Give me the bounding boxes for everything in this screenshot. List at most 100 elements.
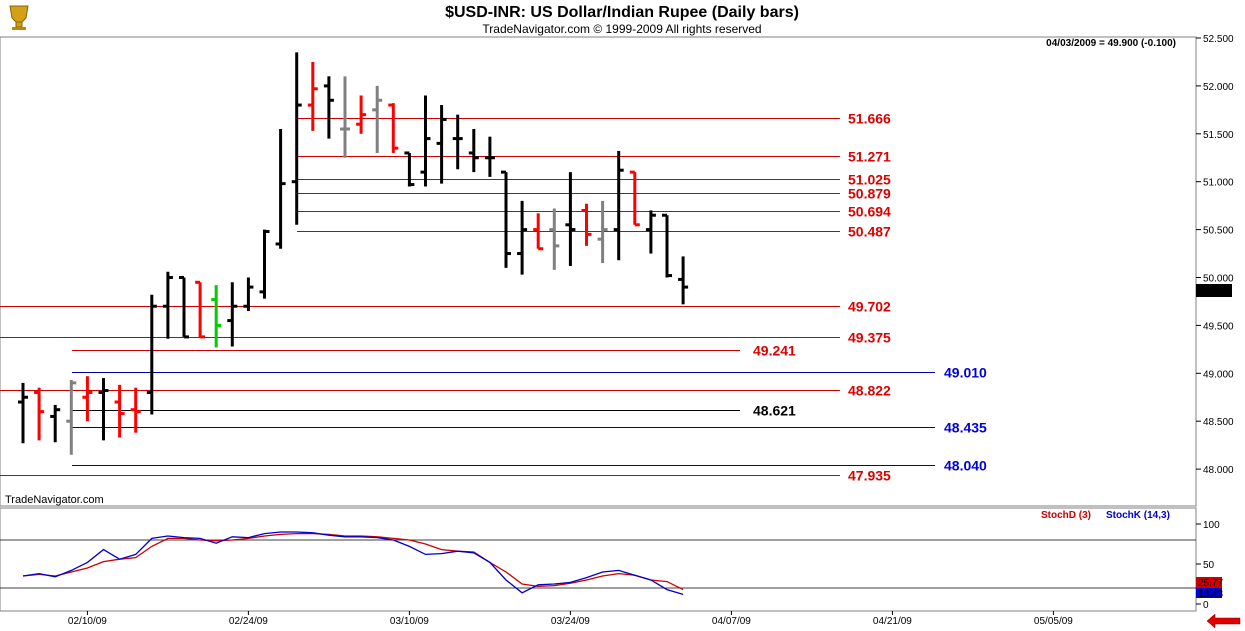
price-tick-label: 52.000 (1203, 82, 1234, 93)
ohlc-bar (227, 282, 238, 347)
stochk-last-label: 13.43 (1198, 589, 1223, 600)
ohlc-bar (307, 61, 318, 131)
stoch-tick-label: 50 (1203, 560, 1215, 571)
red-arrow-left-icon[interactable] (1206, 613, 1241, 629)
ohlc-bar (629, 170, 640, 227)
ohlc-bar (388, 103, 399, 153)
ohlc-bar (34, 387, 45, 441)
date-tick-label: 05/05/09 (1034, 616, 1073, 627)
date-tick-label: 02/10/09 (68, 616, 107, 627)
ohlc-bar (114, 384, 125, 438)
level-label: 49.375 (848, 330, 891, 346)
stochastic-axis: 100 50 0 (1196, 520, 1220, 611)
price-tick-label: 48.000 (1203, 465, 1234, 476)
ohlc-bar (162, 271, 173, 339)
ohlc-bar (18, 382, 28, 444)
stochk-legend: StochK (14,3) (1106, 510, 1170, 521)
level-label: 51.666 (848, 111, 891, 127)
ohlc-bar (259, 229, 270, 299)
ohlc-bar (98, 378, 109, 441)
date-tick-label: 04/07/09 (712, 616, 751, 627)
stoch-tick-label: 0 (1203, 600, 1209, 611)
stochd-legend: StochD (3) (1041, 510, 1091, 521)
ohlc-bar (613, 151, 624, 261)
ohlc-bar (662, 213, 672, 278)
ohlc-bar (484, 136, 495, 177)
price-tick-label: 51.500 (1203, 130, 1234, 141)
chart-title: $USD-INR: US Dollar/Indian Rupee (Daily … (445, 4, 799, 21)
ohlc-bar (452, 114, 463, 170)
ohlc-bar (195, 280, 206, 339)
date-tick-label: 03/24/09 (551, 616, 590, 627)
ohlc-bars (18, 52, 689, 455)
price-tick-label: 52.500 (1203, 34, 1234, 45)
ohlc-bar (372, 85, 383, 153)
ohlc-bar (291, 52, 302, 225)
level-label: 51.025 (848, 172, 891, 188)
stochastic-panel (0, 507, 1197, 612)
ohlc-bar (146, 294, 157, 415)
level-label: 50.487 (848, 224, 891, 240)
ohlc-bar (678, 256, 689, 305)
level-label: 48.435 (944, 420, 987, 436)
date-tick-label: 04/21/09 (873, 616, 912, 627)
level-label: 50.694 (848, 204, 891, 220)
level-label: 47.935 (848, 468, 891, 484)
ohlc-bar (356, 95, 367, 134)
ohlc-bar (50, 404, 61, 443)
ohlc-bar (130, 387, 141, 433)
level-label: 49.241 (753, 343, 796, 359)
level-label: 48.040 (944, 458, 987, 474)
ohlc-bar (436, 105, 447, 184)
level-label: 49.010 (944, 365, 987, 381)
ohlc-bar (66, 380, 77, 455)
stochd-last-label: 25.77 (1198, 578, 1223, 589)
date-axis: 02/10/09 02/24/09 03/10/09 03/24/09 04/07/09… (68, 611, 1073, 627)
price-tick-label: 50.000 (1203, 274, 1234, 285)
last-price-label: 49.900 (1198, 286, 1229, 297)
ohlc-bar (597, 200, 608, 264)
stoch-last-markers: 25.77 13.43 (1196, 577, 1223, 600)
stochk-line (22, 531, 684, 596)
ohlc-bar (565, 172, 576, 267)
date-tick-label: 03/10/09 (390, 616, 429, 627)
price-axis: 48.000 48.500 49.000 49.500 50.000 50.500 51.0… (1196, 34, 1234, 476)
price-tick-label: 49.500 (1203, 321, 1234, 332)
date-tick-label: 02/24/09 (229, 616, 268, 627)
ohlc-bar (645, 210, 656, 254)
ohlc-bar (243, 277, 254, 312)
chart-subtitle: TradeNavigator.com © 1999-2009 All right… (482, 22, 761, 36)
ohlc-bar (404, 151, 415, 187)
level-label: 50.879 (848, 186, 891, 202)
level-label: 48.621 (753, 403, 796, 419)
ohlc-bar (275, 129, 286, 249)
level-label: 48.822 (848, 383, 891, 399)
ohlc-bar (517, 200, 528, 275)
level-label: 49.702 (848, 299, 891, 315)
ohlc-bar (179, 276, 189, 339)
ohlc-bar (501, 170, 511, 268)
stochastic-lines (0, 531, 1196, 596)
level-label: 51.271 (848, 149, 891, 165)
last-quote-text: 04/03/2009 = 49.900 (-0.100) (1046, 38, 1176, 49)
ohlc-bar (420, 95, 431, 187)
last-price-marker: 49.900 (1196, 284, 1232, 297)
ohlc-bar (549, 208, 560, 270)
ohlc-bar (211, 285, 222, 348)
price-tick-label: 50.500 (1203, 226, 1234, 237)
ohlc-bar (323, 76, 334, 139)
stoch-tick-label: 100 (1203, 520, 1220, 531)
price-tick-label: 49.000 (1203, 369, 1234, 380)
logo-trophy-icon (4, 2, 34, 32)
stochd-line (22, 532, 684, 591)
ohlc-bar (340, 76, 350, 158)
ohlc-bar (82, 376, 93, 422)
ohlc-bar (468, 129, 479, 173)
watermark-text: TradeNavigator.com (5, 494, 104, 506)
ohlc-bar (581, 203, 592, 246)
ohlc-bar (533, 213, 544, 251)
price-tick-label: 51.000 (1203, 178, 1234, 189)
price-panel (0, 36, 1197, 507)
